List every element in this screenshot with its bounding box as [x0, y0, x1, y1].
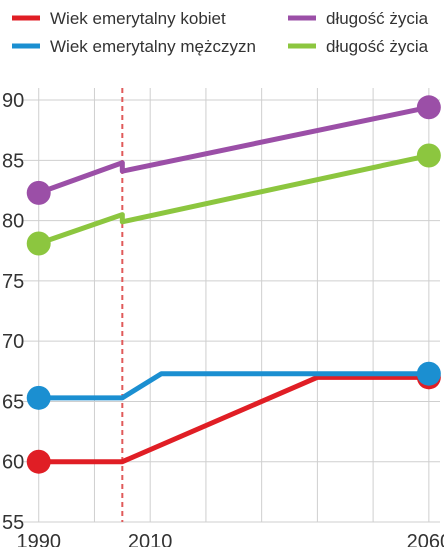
data-point-start [26, 449, 51, 474]
x-axis: 1990 2010 2060 [16, 531, 444, 547]
y-tick-label: 70 [2, 331, 24, 353]
data-point-end [416, 95, 441, 120]
series-group [26, 95, 441, 474]
series-line [36, 153, 432, 247]
legend-label: długość życia [326, 37, 429, 56]
x-tick-label: 2060 [407, 531, 444, 547]
grid [22, 88, 440, 523]
x-tick-label: 1990 [16, 531, 61, 547]
legend-label: Wiek emerytalny mężczyzn [50, 37, 256, 56]
y-tick-label: 80 [2, 211, 24, 233]
data-point-end [416, 143, 441, 168]
y-tick-label: 75 [2, 271, 24, 293]
x-tick-label: 2010 [128, 531, 173, 547]
y-tick-label: 60 [2, 452, 24, 474]
legend: Wiek emerytalny kobiet Wiek emerytalny mę… [12, 9, 429, 56]
y-tick-label: 90 [2, 90, 24, 112]
data-point-start [26, 231, 51, 256]
legend-label: Wiek emerytalny kobiet [50, 9, 226, 28]
series-line [36, 371, 432, 401]
y-tick-label: 65 [2, 391, 24, 413]
data-point-end [416, 361, 441, 386]
y-tick-label: 85 [2, 150, 24, 172]
series-line [36, 104, 432, 196]
series-line [36, 374, 432, 465]
y-axis: 90 85 80 75 70 65 60 55 [2, 90, 24, 534]
data-point-start [26, 385, 51, 410]
y-tick-label: 55 [2, 512, 24, 534]
data-point-start [26, 180, 51, 205]
legend-label: długość życia [326, 9, 429, 28]
